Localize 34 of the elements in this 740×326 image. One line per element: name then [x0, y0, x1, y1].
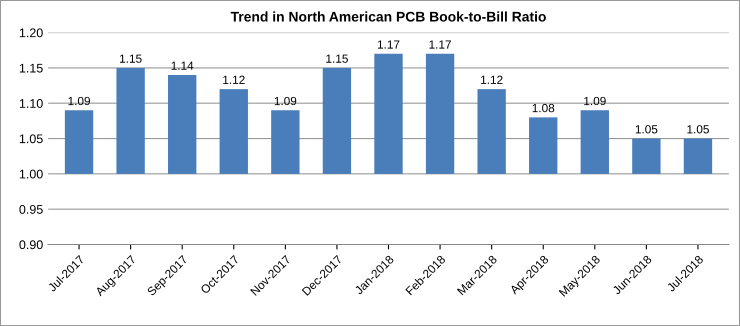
bar	[529, 117, 558, 174]
data-label: 1.09	[68, 96, 90, 106]
y-tick-label: 1.15	[20, 64, 43, 73]
bar	[477, 89, 506, 174]
bar	[426, 54, 454, 174]
bar	[374, 54, 403, 174]
chart-title: Trend in North American PCB Book-to-Bill Ratio	[230, 11, 546, 22]
y-tick-label: 1.00	[20, 170, 43, 179]
bar	[64, 110, 94, 174]
data-label: 1.14	[172, 62, 194, 70]
data-label: 1.12	[223, 76, 245, 84]
bar	[632, 138, 661, 174]
y-tick-label: 1.05	[20, 134, 43, 144]
bar	[220, 89, 248, 174]
bar	[684, 138, 712, 174]
data-label: 1.12	[481, 76, 503, 84]
bar	[322, 68, 352, 174]
bar	[168, 74, 196, 174]
data-label: 1.05	[636, 125, 658, 134]
data-label: 1.05	[687, 125, 709, 134]
y-tick-label: 1.20	[20, 28, 43, 38]
y-tick-label: 0.95	[19, 204, 43, 214]
data-label: 1.17	[429, 40, 451, 49]
bar	[580, 110, 609, 174]
data-label: 1.09	[274, 96, 296, 106]
data-label: 1.08	[532, 104, 554, 112]
bar	[271, 110, 300, 174]
data-label: 1.09	[584, 96, 606, 106]
bar	[116, 68, 145, 174]
y-tick-label: 1.10	[20, 99, 43, 108]
data-label: 1.15	[326, 54, 348, 63]
data-label: 1.15	[120, 54, 142, 63]
y-tick-label: 0.90	[19, 240, 43, 250]
data-label: 1.17	[378, 40, 400, 49]
